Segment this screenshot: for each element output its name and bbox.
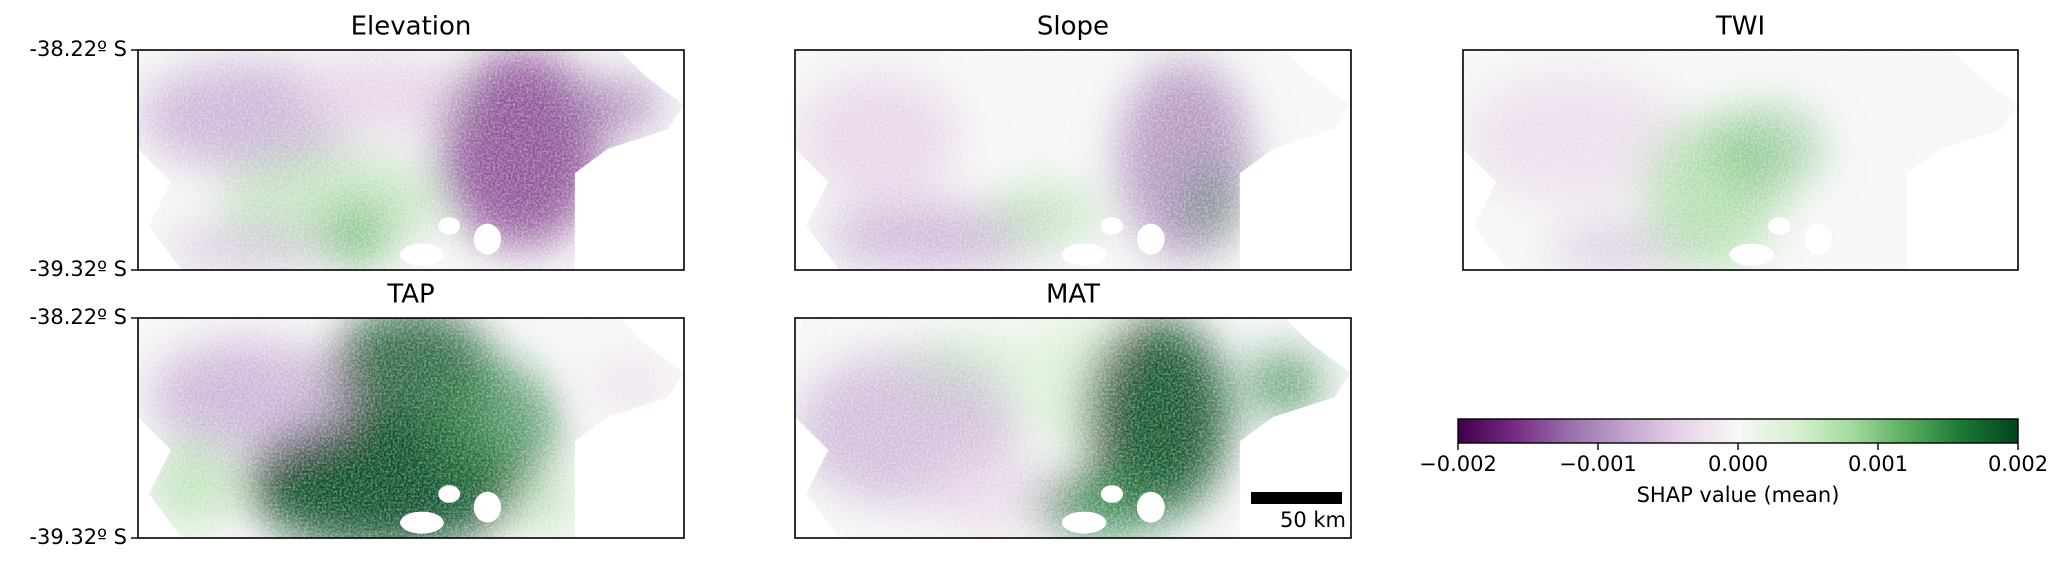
scale-bar-label: 50 km xyxy=(1280,508,1346,532)
colorbar-tick-label: −0.002 xyxy=(1419,452,1497,476)
map-panel xyxy=(1463,50,2018,270)
lake xyxy=(1061,511,1107,534)
panel-title: Elevation xyxy=(351,12,472,42)
y-tick-label: -39.32º S xyxy=(29,525,127,549)
y-tick-label: -39.32º S xyxy=(29,257,127,281)
grain xyxy=(1463,50,2018,270)
colorbar-tick-label: 0.002 xyxy=(1988,452,2048,476)
grain xyxy=(795,50,1351,270)
panel-frame xyxy=(137,49,685,271)
lake xyxy=(1136,491,1165,523)
y-tick-label: -38.22º S xyxy=(29,305,127,329)
lake xyxy=(1768,217,1791,235)
grain xyxy=(138,318,684,538)
lake xyxy=(400,243,444,266)
lake xyxy=(1804,223,1833,255)
colorbar xyxy=(1457,418,2019,444)
lake xyxy=(1061,243,1107,266)
panel-title: TWI xyxy=(1715,12,1765,42)
panel-title: Slope xyxy=(1037,12,1109,42)
lake xyxy=(1729,243,1774,266)
lake xyxy=(1136,223,1165,255)
panel-title: TAP xyxy=(386,280,434,310)
panel-title: MAT xyxy=(1046,280,1100,310)
map-panel xyxy=(795,318,1351,538)
colorbar-tick-label: −0.001 xyxy=(1559,452,1637,476)
lake xyxy=(473,223,502,255)
panel-frame xyxy=(794,49,1352,271)
lake xyxy=(473,491,502,523)
panel-frame xyxy=(1462,49,2019,271)
y-tick-label: -38.22º S xyxy=(29,37,127,61)
lake xyxy=(438,485,461,503)
lake xyxy=(1100,217,1124,235)
lake xyxy=(1100,485,1124,503)
colorbar-tick-label: 0.000 xyxy=(1708,452,1768,476)
lake xyxy=(438,217,461,235)
colorbar-tick-label: 0.001 xyxy=(1848,452,1908,476)
lake xyxy=(400,511,444,534)
panel-frame xyxy=(137,317,685,539)
grain xyxy=(795,318,1351,538)
map-panel xyxy=(138,318,684,538)
map-panel xyxy=(795,50,1351,270)
grain xyxy=(138,50,684,270)
panel-frame xyxy=(794,317,1352,539)
map-panel xyxy=(138,50,684,270)
scale-bar xyxy=(1251,492,1342,504)
colorbar-label: SHAP value (mean) xyxy=(1637,483,1840,507)
